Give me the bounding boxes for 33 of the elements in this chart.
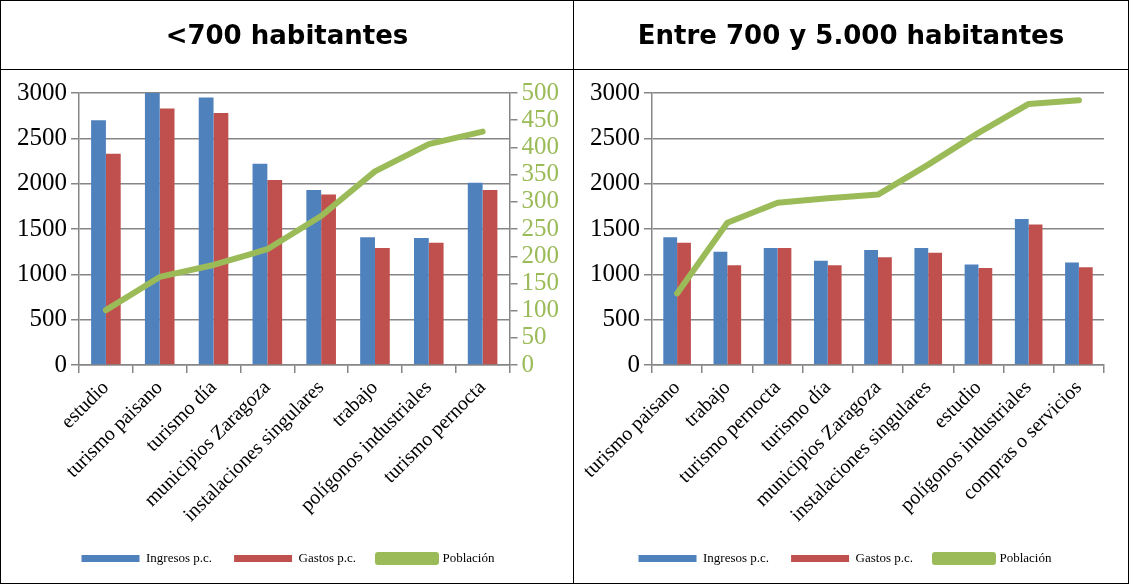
chart-title: Entre 700 y 5.000 habitantes	[573, 0, 1129, 70]
legend-label: Población	[999, 549, 1052, 565]
y2-tick-label: 50	[521, 322, 547, 350]
legend-label: Ingresos p.c.	[703, 549, 770, 565]
y2-tick-label: 0	[521, 349, 534, 377]
y-tick-label: 1500	[590, 213, 640, 241]
y2-tick-label: 200	[521, 240, 559, 268]
legend-label: Gastos p.c.	[855, 549, 913, 565]
y2-tick-label: 300	[521, 186, 559, 214]
legend-label: Gastos p.c.	[298, 549, 356, 565]
legend-label: Población	[442, 549, 495, 565]
y-tick-label: 3000	[17, 77, 67, 105]
y-tick-label: 1500	[17, 213, 67, 241]
y2-tick-label: 450	[521, 104, 559, 132]
y2-tick-label: 350	[521, 159, 559, 187]
y-tick-label: 0	[54, 349, 67, 377]
y-tick-label: 3000	[590, 77, 640, 105]
y-tick-label: 500	[602, 304, 640, 332]
y2-tick-label: 400	[521, 131, 559, 159]
y-tick-label: 1000	[17, 258, 67, 286]
y2-tick-label: 150	[521, 268, 559, 296]
legend-label: Ingresos p.c.	[146, 549, 213, 565]
y2-tick-label: 250	[521, 213, 559, 241]
chart-title: <700 habitantes	[0, 0, 574, 70]
y-tick-label: 2000	[17, 168, 67, 196]
y-tick-label: 2500	[590, 122, 640, 150]
y2-tick-label: 500	[521, 77, 559, 105]
y-tick-label: 500	[29, 304, 67, 332]
y-tick-label: 1000	[590, 258, 640, 286]
y2-tick-label: 100	[521, 295, 559, 323]
y-tick-label: 2500	[17, 122, 67, 150]
y-tick-label: 0	[627, 349, 640, 377]
y-tick-label: 2000	[590, 168, 640, 196]
